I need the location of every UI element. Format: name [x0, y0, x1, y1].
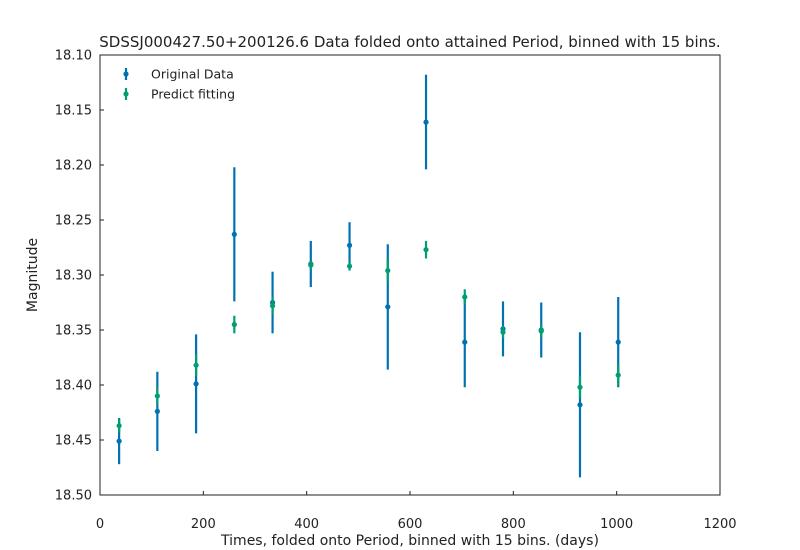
y-tick-label: 18.20: [55, 159, 92, 174]
x-tick-label: 800: [501, 517, 526, 532]
data-point: [346, 242, 353, 248]
y-tick-label: 18.15: [55, 104, 92, 119]
plot-content: [116, 74, 621, 478]
data-point: [500, 329, 506, 335]
data-point: [615, 339, 621, 345]
x-tick-label: 200: [191, 517, 216, 532]
y-tick-label: 18.50: [55, 489, 92, 504]
data-point: [615, 372, 621, 378]
data-point: [308, 262, 314, 268]
data-point: [154, 393, 160, 399]
y-tick-label: 18.45: [55, 434, 92, 449]
data-point: [231, 231, 237, 237]
data-point: [193, 381, 199, 387]
data-point: [462, 294, 468, 300]
data-point: [538, 328, 544, 334]
data-point: [423, 119, 429, 125]
y-tick-label: 18.25: [55, 214, 92, 229]
legend-swatch-marker: [123, 91, 129, 97]
data-point: [423, 247, 429, 253]
data-point: [154, 408, 160, 414]
x-tick-label: 1200: [703, 517, 736, 532]
data-point: [231, 321, 237, 328]
data-point: [193, 362, 199, 368]
x-axis-label: Times, folded onto Period, binned with 1…: [220, 533, 599, 549]
data-point: [577, 402, 583, 408]
y-tick-label: 18.10: [55, 49, 92, 64]
x-tick-label: 0: [96, 517, 104, 532]
x-tick-label: 400: [294, 517, 319, 532]
legend-label: Original Data: [151, 67, 234, 82]
y-axis-label: Magnitude: [25, 238, 41, 312]
y-tick-label: 18.30: [55, 269, 92, 284]
chart-title: SDSSJ000427.50+200126.6 Data folded onto…: [99, 33, 720, 51]
data-point: [577, 384, 583, 390]
series-predict-fitting: [116, 240, 621, 433]
y-axis: 18.10 18.15 18.20 18.25 18.30 18.35 18.40 18.45…: [55, 49, 104, 504]
x-axis: 0 200 400 600 800 1000 1200: [96, 491, 737, 532]
data-point: [116, 423, 122, 429]
x-tick-label: 1000: [600, 517, 633, 532]
data-point: [346, 263, 353, 269]
legend-label: Predict fitting: [151, 87, 235, 102]
data-point: [269, 303, 276, 309]
legend: Original Data Predict fitting: [123, 67, 235, 102]
data-point: [116, 438, 122, 444]
legend-swatch-marker: [123, 71, 129, 77]
data-point: [385, 304, 391, 310]
y-tick-label: 18.35: [55, 324, 92, 339]
x-tick-label: 600: [398, 517, 423, 532]
data-point: [462, 339, 468, 345]
y-tick-label: 18.40: [55, 379, 92, 394]
data-point: [385, 268, 391, 274]
